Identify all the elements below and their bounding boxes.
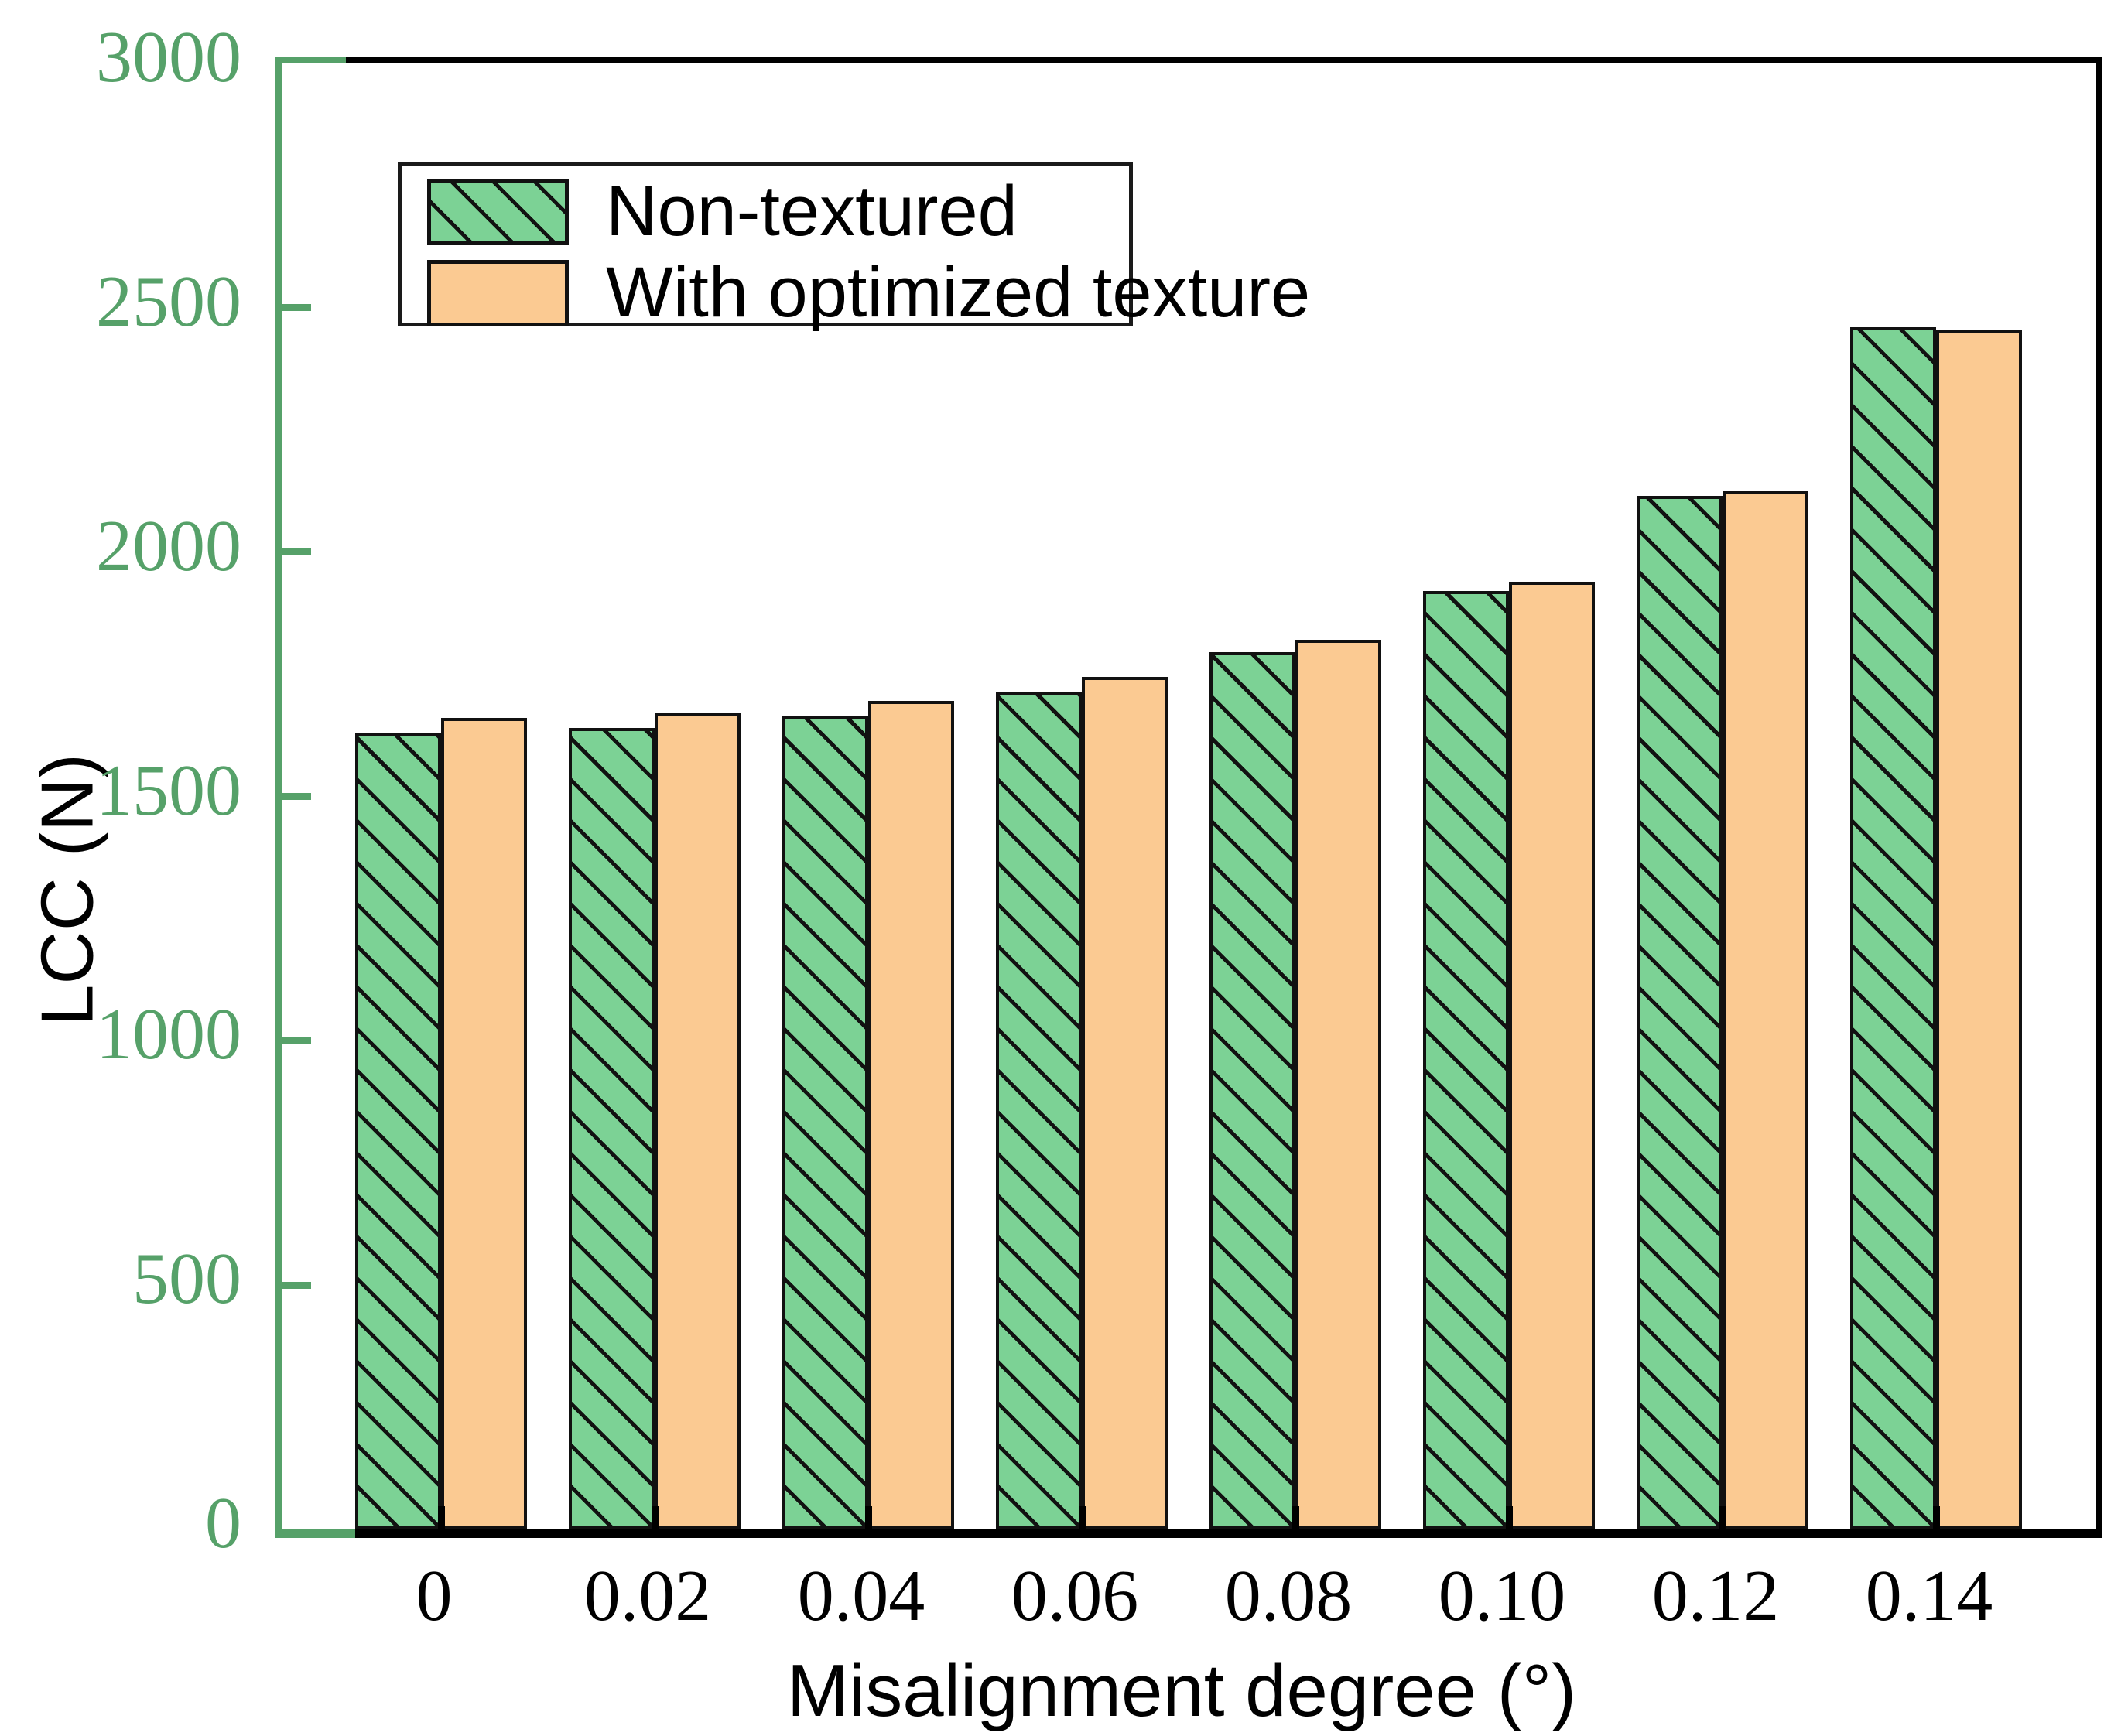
bar-non-textured-0.12 — [1637, 496, 1723, 1529]
x-tick-mark-0.12 — [1719, 1506, 1726, 1529]
y-tick-label-500: 500 — [132, 1239, 241, 1320]
bar-optimized-texture-0.08 — [1295, 640, 1381, 1529]
bar-non-textured-0.14 — [1850, 327, 1936, 1529]
y-tick-label-1500: 1500 — [96, 750, 241, 831]
legend-swatch-optimized-texture-icon — [427, 259, 569, 326]
x-tick-label-0.08: 0.08 — [1224, 1556, 1353, 1636]
bar-non-textured-0.06 — [996, 692, 1082, 1529]
y-axis-top-tick — [275, 57, 346, 63]
plot-area: Non-textured With optimized texture — [275, 57, 2102, 1538]
legend: Non-textured With optimized texture — [398, 162, 1310, 332]
y-tick-mark-1500 — [282, 793, 311, 800]
legend-swatch-non-textured-icon — [427, 178, 569, 245]
legend-label-optimized-texture: With optimized texture — [606, 253, 1311, 332]
bar-non-textured-0.02 — [569, 728, 655, 1529]
x-tick-mark-0.06 — [1078, 1506, 1086, 1529]
x-tick-mark-0.08 — [1292, 1506, 1299, 1529]
x-tick-label-0.10: 0.10 — [1438, 1556, 1566, 1636]
x-tick-label-0.06: 0.06 — [1011, 1556, 1139, 1636]
x-tick-label-0.14: 0.14 — [1865, 1556, 1993, 1636]
x-tick-label-0.12: 0.12 — [1651, 1556, 1780, 1636]
x-tick-label-0.02: 0.02 — [583, 1556, 712, 1636]
bar-optimized-texture-0.04 — [868, 701, 954, 1529]
y-tick-mark-2000 — [282, 548, 311, 556]
y-tick-mark-500 — [282, 1281, 311, 1289]
legend-label-non-textured: Non-textured — [606, 172, 1018, 251]
x-tick-mark-0 — [437, 1506, 445, 1529]
bar-optimized-texture-0 — [441, 718, 527, 1529]
bar-optimized-texture-0.12 — [1723, 491, 1808, 1529]
x-tick-label-0: 0 — [416, 1556, 453, 1636]
y-axis-zero-tick — [275, 1529, 355, 1538]
bar-non-textured-0 — [355, 733, 441, 1529]
bar-non-textured-0.10 — [1423, 591, 1509, 1529]
x-axis-title: Misalignment degree (°) — [786, 1649, 1577, 1732]
x-tick-mark-0.04 — [864, 1506, 872, 1529]
y-tick-label-0: 0 — [205, 1483, 241, 1563]
y-tick-label-2000: 2000 — [96, 505, 241, 586]
legend-item-non-textured: Non-textured — [427, 171, 1114, 252]
y-tick-label-3000: 3000 — [96, 17, 241, 97]
x-tick-label-0.04: 0.04 — [797, 1556, 925, 1636]
y-tick-mark-1000 — [282, 1037, 311, 1044]
legend-item-optimized-texture: With optimized texture — [427, 252, 1310, 333]
bar-optimized-texture-0.06 — [1082, 677, 1168, 1529]
y-tick-mark-2500 — [282, 304, 311, 312]
y-tick-label-2500: 2500 — [96, 261, 241, 342]
bar-non-textured-0.08 — [1209, 652, 1295, 1529]
x-tick-mark-0.10 — [1505, 1506, 1513, 1529]
x-tick-mark-0.02 — [651, 1506, 659, 1529]
bar-optimized-texture-0.02 — [655, 713, 741, 1529]
bar-optimized-texture-0.14 — [1936, 330, 2022, 1529]
x-tick-mark-0.14 — [1932, 1506, 1940, 1529]
bar-non-textured-0.04 — [782, 716, 868, 1529]
bar-optimized-texture-0.10 — [1509, 582, 1595, 1529]
y-tick-label-1000: 1000 — [96, 994, 241, 1075]
